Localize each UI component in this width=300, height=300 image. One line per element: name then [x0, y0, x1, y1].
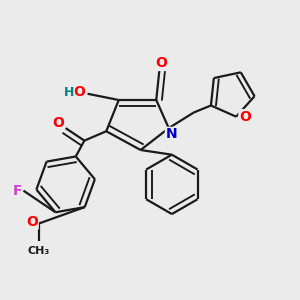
Text: O: O	[74, 85, 85, 99]
Text: O: O	[52, 116, 64, 130]
Text: O: O	[26, 215, 38, 229]
Text: F: F	[12, 184, 22, 198]
Text: O: O	[155, 56, 167, 70]
Text: CH₃: CH₃	[28, 246, 50, 256]
Text: O: O	[239, 110, 251, 124]
Text: N: N	[165, 128, 177, 141]
Text: H: H	[64, 86, 74, 99]
